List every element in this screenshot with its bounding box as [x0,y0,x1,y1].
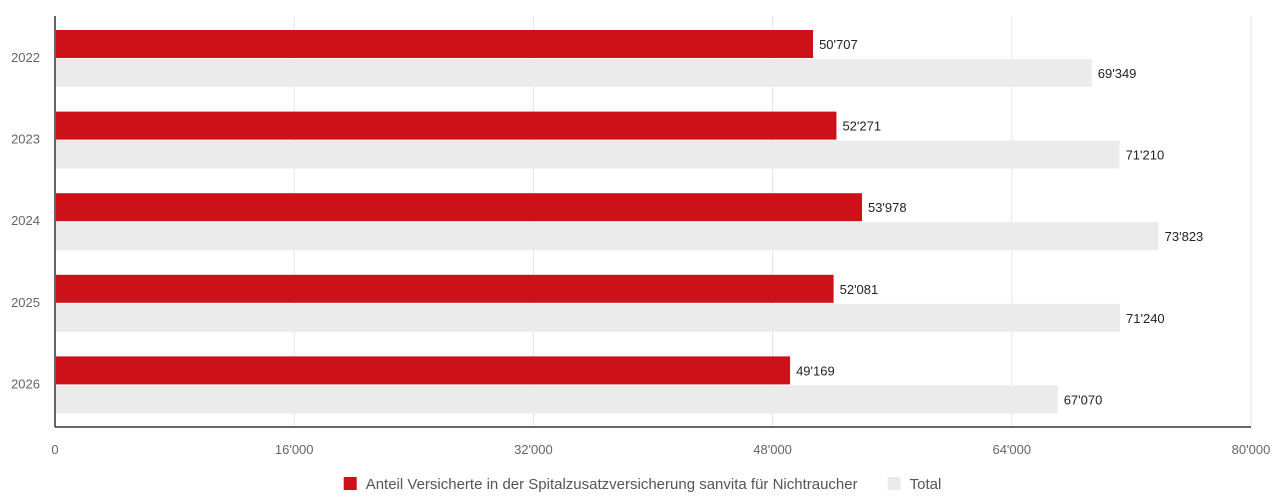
bar-series-1[interactable] [56,356,791,385]
data-label-series-1: 53'978 [868,200,907,215]
data-label-series-2: 71'240 [1126,311,1165,326]
data-label-series-1: 49'169 [796,363,835,378]
bar-series-1[interactable] [56,111,837,140]
legend-swatch-series-2[interactable] [887,477,901,490]
axes: 0 16'000 32'000 48'000 64'000 80'000 [51,16,1270,457]
bar-series-1[interactable] [56,193,862,222]
data-label-series-2: 67'070 [1064,392,1103,407]
x-tick-label: 64'000 [992,442,1031,457]
labels: 2022 50'707 69'349 2023 52'271 71'210 2024 53'9… [11,37,1203,407]
legend-swatch-series-1[interactable] [343,477,357,490]
legend-label-series-1[interactable]: Anteil Versicherte in der Spitalzusatzve… [366,476,858,493]
data-label-series-2: 69'349 [1098,66,1137,81]
y-category-label: 2026 [11,376,40,391]
x-tick-label: 0 [51,442,58,457]
bars [56,30,1159,414]
y-category-label: 2024 [11,213,40,228]
data-label-series-2: 71'210 [1126,148,1165,163]
y-category-label: 2022 [11,50,40,65]
data-label-series-1: 50'707 [819,37,858,52]
x-tick-label: 32'000 [514,442,553,457]
x-tick-label: 80'000 [1232,442,1271,457]
data-label-series-2: 73'823 [1165,229,1204,244]
bar-series-1[interactable] [56,274,834,303]
y-category-label: 2025 [11,295,40,310]
bar-series-2[interactable] [56,222,1159,251]
legend[interactable]: Anteil Versicherte in der Spitalzusatzve… [343,476,942,493]
legend-label-series-2[interactable]: Total [910,476,942,493]
bar-series-2[interactable] [56,59,1092,87]
bar-series-2[interactable] [56,385,1058,414]
data-label-series-1: 52'081 [840,282,879,297]
x-tick-label: 48'000 [753,442,792,457]
bar-series-1[interactable] [56,30,814,58]
bar-series-2[interactable] [56,303,1121,332]
bar-series-2[interactable] [56,140,1120,169]
x-tick-label: 16'000 [275,442,314,457]
data-label-series-1: 52'271 [842,119,881,134]
y-category-label: 2023 [11,132,40,147]
